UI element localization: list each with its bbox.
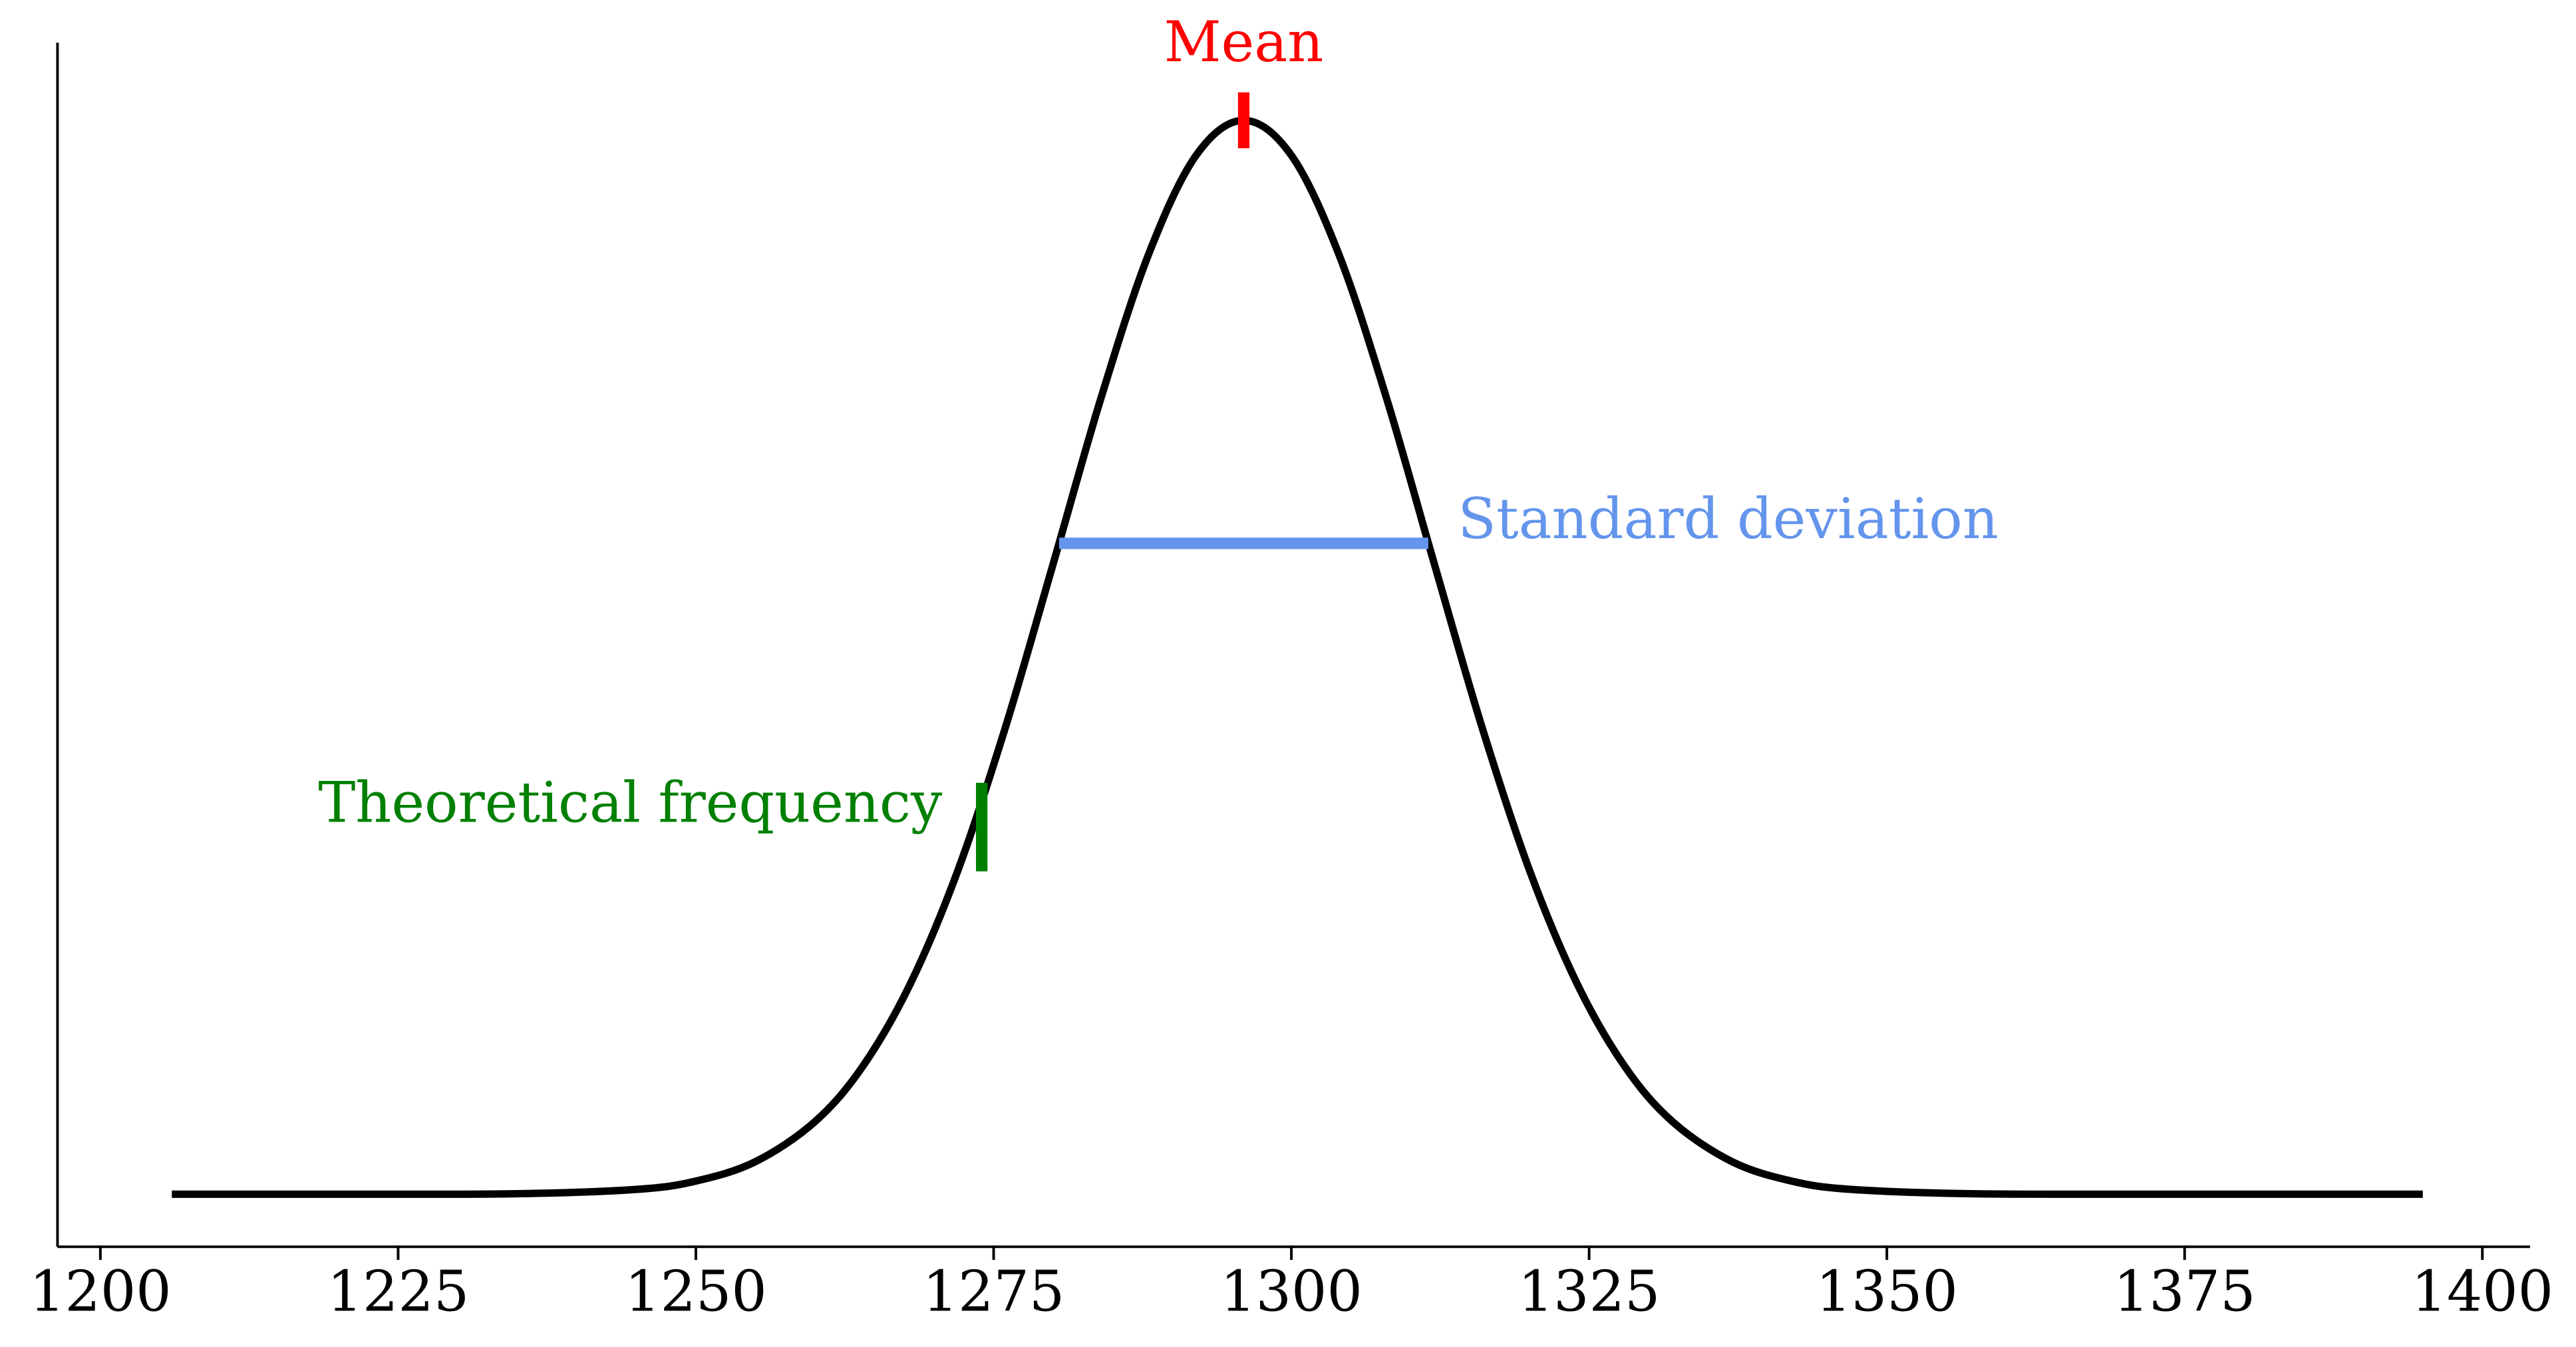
x-tick-label: 1200 (29, 1259, 172, 1324)
x-tick-label: 1375 (2114, 1259, 2256, 1324)
x-tick-label: 1275 (923, 1259, 1065, 1324)
mean-label: Mean (1164, 9, 1324, 75)
x-tick-label: 1225 (327, 1259, 470, 1324)
x-tick-label: 1325 (1518, 1259, 1661, 1324)
x-tick-label: 1300 (1220, 1259, 1363, 1324)
x-tick-label: 1250 (625, 1259, 767, 1324)
std-label: Standard deviation (1458, 486, 1999, 551)
x-tick-label: 1350 (1816, 1259, 1958, 1324)
curve (172, 116, 2423, 1198)
x-tick-label: 1400 (2411, 1259, 2553, 1324)
frequency-label: Theoretical frequency (318, 770, 943, 835)
